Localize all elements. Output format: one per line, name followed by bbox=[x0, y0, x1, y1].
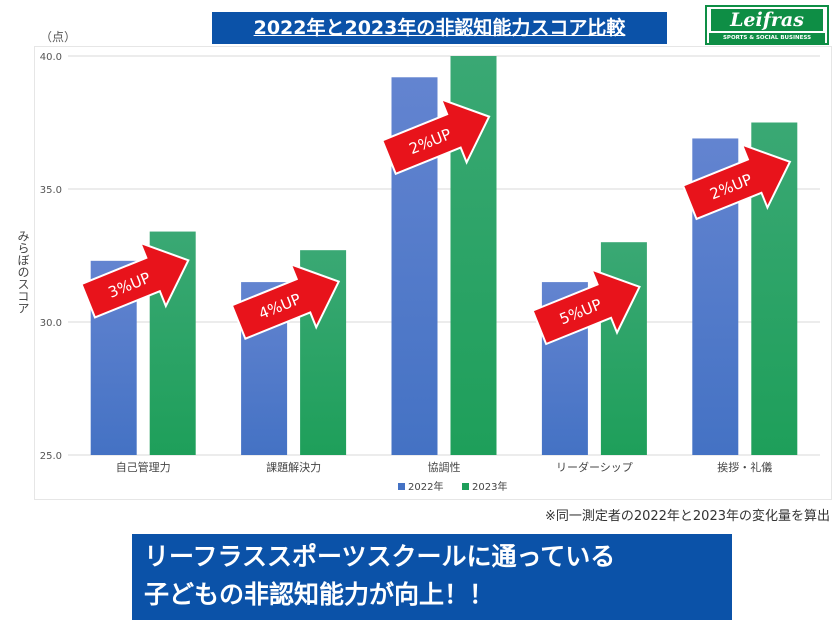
x-tick-label: 自己管理力 bbox=[116, 460, 171, 474]
increase-arrow: 4%UP bbox=[230, 262, 341, 340]
legend-swatch bbox=[462, 483, 469, 490]
increase-arrow: 3%UP bbox=[80, 241, 190, 319]
bar-2023 bbox=[600, 242, 647, 455]
headline-banner: リーフラススポーツスクールに通っている 子どもの非認知能力が向上！！ bbox=[132, 534, 732, 620]
logo-text: Leifras bbox=[711, 9, 823, 31]
chart-title: 2022年と2023年の非認知能力スコア比較 bbox=[212, 12, 667, 44]
banner-line-1: リーフラススポーツスクールに通っている bbox=[144, 542, 616, 571]
chart-frame bbox=[34, 46, 832, 500]
y-tick-label: 25.0 bbox=[40, 451, 62, 462]
x-tick-label: リーダーシップ bbox=[556, 460, 633, 474]
legend-label: 2023年 bbox=[472, 480, 507, 493]
footnote: ※同一測定者の2022年と2023年の変化量を算出 bbox=[544, 509, 830, 524]
x-tick-label: 協調性 bbox=[428, 460, 461, 474]
banner-line-2: 子どもの非認知能力が向上！！ bbox=[144, 580, 495, 609]
x-tick-label: 挨拶・礼儀 bbox=[717, 460, 772, 474]
increase-arrow: 5%UP bbox=[531, 267, 641, 346]
y-tick-label: 30.0 bbox=[40, 318, 62, 329]
y-tick-label: 40.0 bbox=[40, 52, 62, 63]
increase-arrow: 2%UP bbox=[681, 142, 792, 221]
legend-swatch bbox=[398, 483, 405, 490]
x-tick-label: 課題解決力 bbox=[266, 460, 321, 474]
increase-arrow: 2%UP bbox=[380, 97, 491, 176]
legend-label: 2022年 bbox=[408, 480, 443, 493]
y-unit-label: （点） bbox=[40, 30, 77, 44]
company-logo: Leifras SPORTS & SOCIAL BUSINESS COMPANY bbox=[705, 5, 829, 51]
y-axis-label: みらぼのスコア bbox=[16, 230, 30, 314]
y-tick-label: 35.0 bbox=[40, 185, 62, 196]
logo-subtext: SPORTS & SOCIAL BUSINESS COMPANY bbox=[709, 33, 825, 51]
